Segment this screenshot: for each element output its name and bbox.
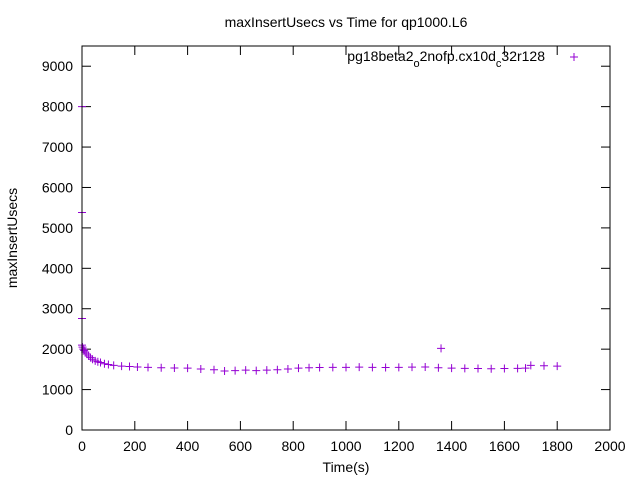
data-point: [540, 361, 548, 370]
y-tick-label: 7000: [42, 139, 73, 155]
data-point: [283, 364, 292, 373]
legend-label: pg18beta2o2nofp.cx10dc32r128: [347, 48, 545, 70]
x-tick-label: 600: [229, 438, 253, 454]
data-point: [220, 366, 229, 375]
data-point: [421, 362, 430, 371]
data-point: [117, 362, 126, 371]
x-tick-label: 1600: [489, 438, 520, 454]
data-point: [294, 364, 303, 373]
data-point: [500, 364, 509, 373]
data-point: [109, 361, 118, 370]
data-point: [342, 363, 350, 372]
data-point: [355, 363, 364, 372]
data-point: [104, 360, 113, 369]
data-point: [521, 364, 530, 373]
x-axis-label: Time(s): [323, 459, 370, 475]
data-point: [273, 365, 282, 374]
x-tick-label: 0: [78, 438, 86, 454]
x-tick-label: 400: [176, 438, 200, 454]
y-tick-label: 9000: [42, 58, 73, 74]
data-point: [84, 352, 93, 361]
legend-marker: [570, 53, 578, 61]
data-point: [381, 363, 390, 372]
y-tick-label: 1000: [42, 382, 73, 398]
legend-label-part-1: pg18beta2: [347, 48, 413, 64]
data-point: [305, 363, 314, 372]
y-tick-label: 6000: [42, 179, 73, 195]
y-tick-label: 4000: [42, 260, 73, 276]
x-tick-label: 2000: [594, 438, 625, 454]
data-point: [394, 363, 403, 372]
data-point: [78, 343, 87, 352]
data-point: [487, 364, 496, 373]
data-point: [447, 364, 456, 373]
data-point: [144, 363, 152, 372]
data-point: [86, 353, 95, 362]
y-tick-label: 0: [65, 422, 73, 438]
data-point: [157, 363, 166, 372]
x-tick-label: 1800: [542, 438, 573, 454]
data-point: [96, 358, 105, 367]
x-tick-label: 1000: [330, 438, 361, 454]
data-point: [183, 364, 192, 373]
data-point: [315, 363, 324, 372]
data-point: [125, 362, 134, 371]
data-point: [210, 365, 218, 374]
data-point: [262, 366, 271, 375]
x-tick-label: 200: [123, 438, 147, 454]
y-axis-label: maxInsertUsecs: [4, 188, 20, 288]
data-point: [474, 364, 482, 373]
data-point: [196, 364, 205, 373]
data-point: [133, 362, 142, 371]
data-point: [252, 366, 261, 375]
data-point: [460, 364, 469, 373]
plot-border: [81, 45, 611, 431]
legend-label-part-2: o: [413, 58, 419, 70]
chart-title: maxInsertUsecs vs Time for qp1000.L6: [225, 14, 468, 30]
data-point: [82, 350, 91, 359]
data-point: [513, 364, 522, 373]
x-tick-label: 1400: [436, 438, 467, 454]
legend-label-part-4: c: [496, 58, 502, 70]
data-point: [231, 366, 240, 375]
data-point: [408, 363, 416, 372]
data-point: [170, 363, 179, 372]
data-point: [81, 347, 90, 356]
axis-ticks: 0 200 400 600 800 1000 1200 1400 1600 1800 2000 0 10…: [42, 46, 626, 454]
y-tick-label: 8000: [42, 99, 73, 115]
data-point: [241, 366, 250, 375]
x-tick-label: 800: [282, 438, 306, 454]
data-point: [526, 361, 535, 370]
data-point: [437, 344, 446, 353]
legend: pg18beta2o2nofp.cx10dc32r128: [347, 48, 578, 70]
y-tick-label: 3000: [42, 301, 73, 317]
data-point: [328, 363, 337, 372]
legend-label-part-3: 2nofp.cx10d: [420, 48, 496, 64]
y-tick-label: 2000: [42, 341, 73, 357]
x-tick-label: 1200: [383, 438, 414, 454]
data-point: [553, 362, 562, 371]
data-point: [368, 363, 377, 372]
y-tick-label: 5000: [42, 220, 73, 236]
data-point: [100, 359, 109, 368]
data-point: [434, 363, 443, 372]
data-points: [78, 102, 562, 375]
legend-label-part-5: 32r128: [501, 48, 545, 64]
